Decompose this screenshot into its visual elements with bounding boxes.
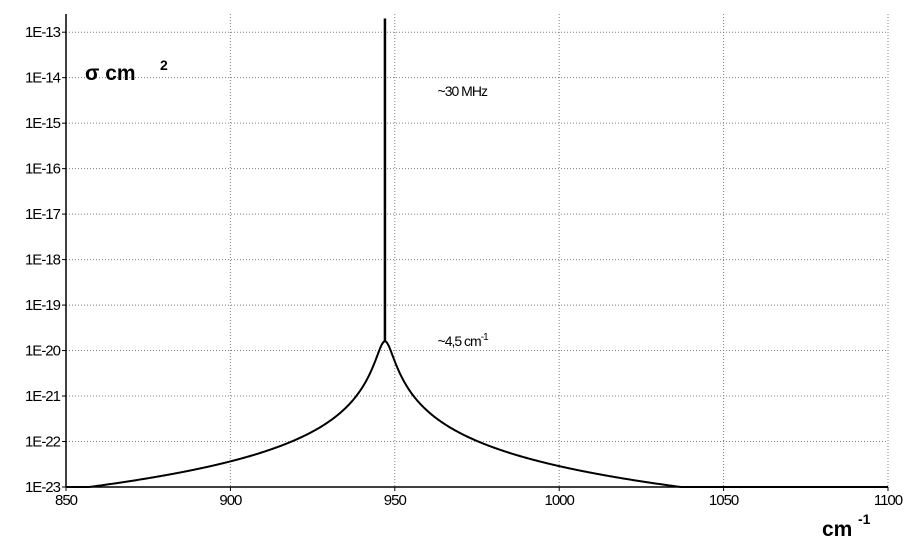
y-axis-label: σ cm bbox=[85, 62, 136, 85]
y-tick-label: 1E-17 bbox=[25, 206, 61, 223]
y-axis-label-superscript: 2 bbox=[160, 57, 168, 73]
x-tick-labels: 850 900 950 1000 1050 1100 bbox=[55, 492, 904, 509]
x-tick-label: 850 bbox=[55, 492, 78, 509]
y-tick-labels: 1E-13 1E-14 1E-15 1E-16 1E-17 1E-18 1E-19 1E-20… bbox=[25, 24, 62, 496]
y-tick-label: 1E-14 bbox=[25, 70, 61, 87]
y-tick-label: 1E-15 bbox=[25, 115, 61, 132]
x-tick-label: 1000 bbox=[545, 492, 575, 509]
x-axis-label-superscript: -1 bbox=[858, 511, 871, 527]
broad-line-profile bbox=[66, 340, 888, 488]
plot-area bbox=[66, 18, 888, 488]
y-tick-label: 1E-20 bbox=[25, 343, 61, 360]
x-axis-label: cm bbox=[822, 518, 852, 541]
x-tick-label: 1100 bbox=[874, 492, 903, 509]
x-tick-label: 950 bbox=[384, 492, 407, 509]
y-tick-label: 1E-16 bbox=[25, 161, 61, 178]
annotation-label: ~30 MHz bbox=[438, 83, 488, 99]
y-tick-label: 1E-18 bbox=[25, 252, 61, 269]
annotation-label: ~4,5 cm-1 bbox=[438, 332, 490, 349]
x-tick-label: 900 bbox=[219, 492, 242, 509]
y-tick-label: 1E-23 bbox=[25, 479, 61, 496]
x-tick-label: 1050 bbox=[709, 492, 739, 509]
annotations: ~30 MHz ~4,5 cm-1 bbox=[438, 83, 491, 349]
y-tick-label: 1E-22 bbox=[25, 434, 61, 451]
y-tick-label: 1E-21 bbox=[25, 388, 61, 405]
y-tick-label: 1E-13 bbox=[25, 24, 61, 41]
y-tick-label: 1E-19 bbox=[25, 297, 61, 314]
